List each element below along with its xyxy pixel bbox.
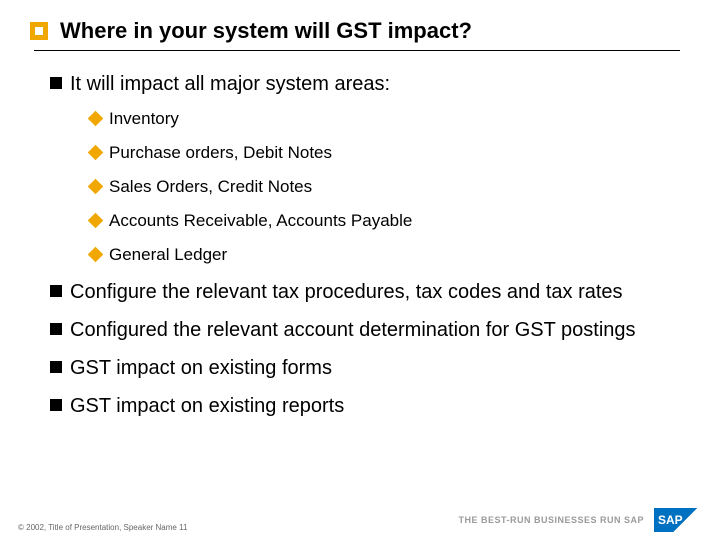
title-underline [34,50,680,51]
sap-logo-text: SAP [658,513,683,527]
list-item: GST impact on existing forms [50,355,680,381]
list-item: Configured the relevant account determin… [50,317,680,343]
slide: Where in your system will GST impact? It… [0,0,720,540]
list-item-text: General Ledger [109,245,227,265]
square-bullet-icon [50,323,62,335]
list-item-text: Sales Orders, Credit Notes [109,177,312,197]
list-item: Configure the relevant tax procedures, t… [50,279,680,305]
sublist: Inventory Purchase orders, Debit Notes S… [50,109,680,265]
footer-meta: © 2002, Title of Presentation, Speaker N… [18,523,187,532]
diamond-bullet-icon [88,213,104,229]
list-item-text: It will impact all major system areas: [70,71,390,97]
list-item-text: Accounts Receivable, Accounts Payable [109,211,412,231]
diamond-bullet-icon [88,145,104,161]
list-item-text: Configured the relevant account determin… [70,317,636,343]
slide-title: Where in your system will GST impact? [60,18,472,44]
sap-logo-icon: SAP [654,508,702,532]
content-area: It will impact all major system areas: I… [30,71,680,419]
list-item: General Ledger [90,245,680,265]
list-item: Accounts Receivable, Accounts Payable [90,211,680,231]
diamond-bullet-icon [88,111,104,127]
square-bullet-icon [50,285,62,297]
footer-branding: THE BEST-RUN BUSINESSES RUN SAP SAP [458,508,702,532]
square-bullet-icon [50,399,62,411]
diamond-bullet-icon [88,247,104,263]
list-item: It will impact all major system areas: [50,71,680,97]
square-bullet-icon [50,361,62,373]
list-item-text: GST impact on existing forms [70,355,332,381]
tagline: THE BEST-RUN BUSINESSES RUN SAP [458,515,644,525]
list-item: GST impact on existing reports [50,393,680,419]
list-item: Inventory [90,109,680,129]
list-item-text: Inventory [109,109,179,129]
list-item-text: GST impact on existing reports [70,393,344,419]
title-bullet-icon [30,22,48,40]
title-row: Where in your system will GST impact? [30,18,680,44]
list-item-text: Purchase orders, Debit Notes [109,143,332,163]
list-item: Purchase orders, Debit Notes [90,143,680,163]
footer: © 2002, Title of Presentation, Speaker N… [18,508,702,532]
list-item: Sales Orders, Credit Notes [90,177,680,197]
diamond-bullet-icon [88,179,104,195]
list-item-text: Configure the relevant tax procedures, t… [70,279,623,305]
square-bullet-icon [50,77,62,89]
